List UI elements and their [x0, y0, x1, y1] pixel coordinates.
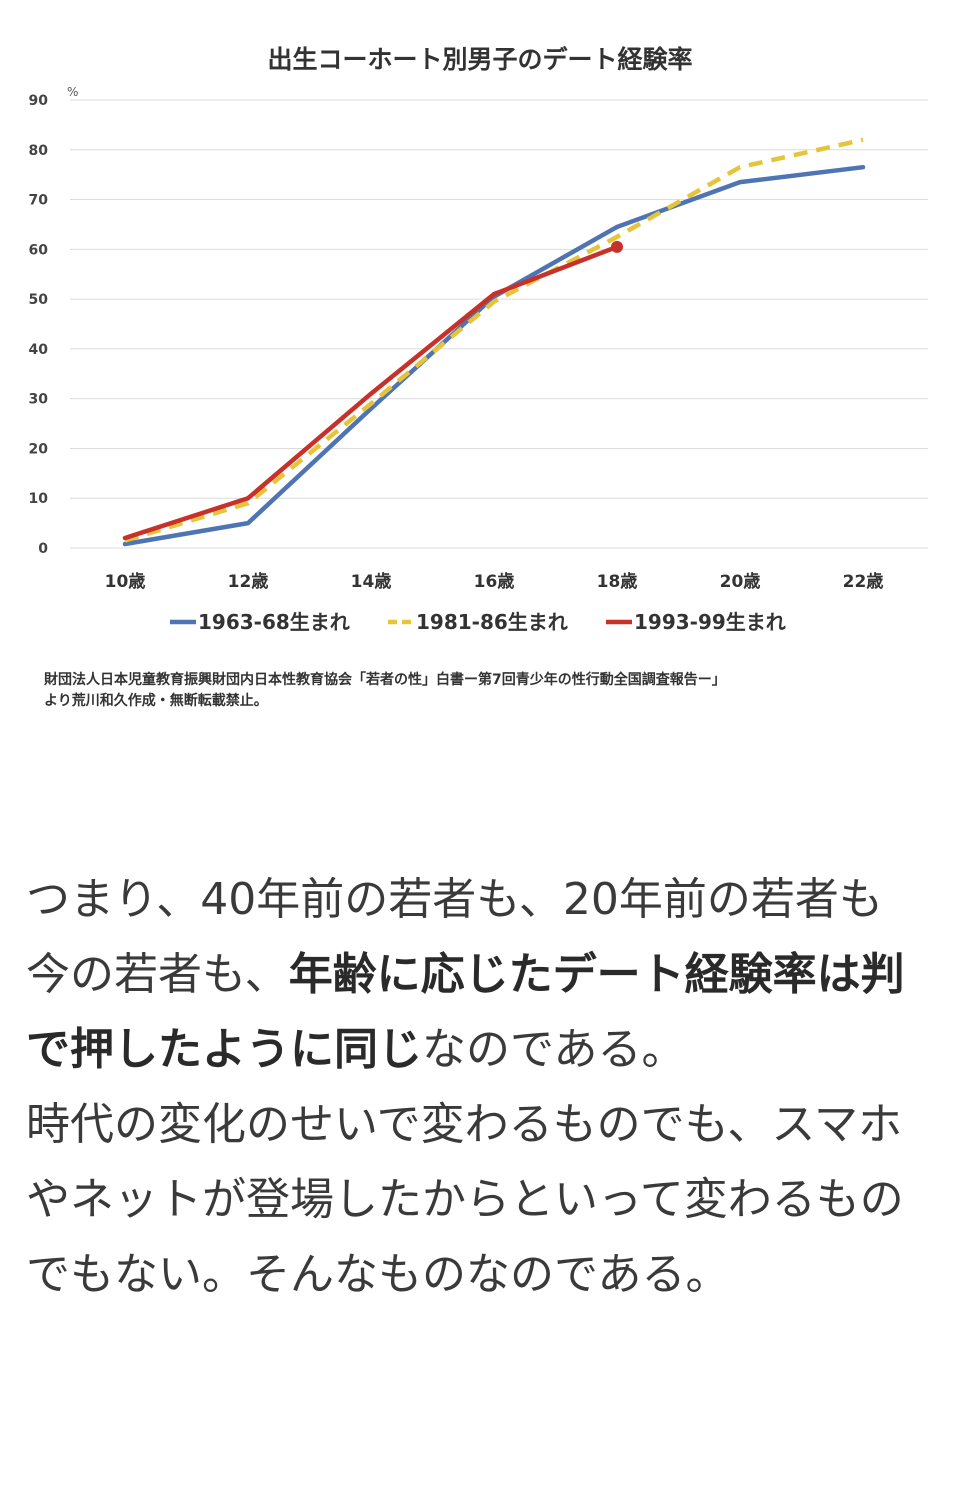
x-tick-label: 18歳: [597, 571, 638, 592]
chart-source-note: 財団法人日本児童教育振興財団内日本性教育協会「若者の性」白書ー第7回青少年の性行…: [44, 670, 934, 712]
y-tick-label: 0: [38, 541, 48, 557]
article-text: つまり、40年前の若者も、20年前の若者も今の若者も、: [26, 874, 883, 1000]
y-tick-label: 20: [29, 441, 49, 457]
series-line-3: [122, 244, 620, 541]
y-tick-label: 50: [29, 292, 49, 308]
x-tick-label: 22歳: [843, 571, 884, 592]
y-tick-label: 10: [29, 491, 49, 507]
source-line-1: 財団法人日本児童教育振興財団内日本性教育協会「若者の性」白書ー第7回青少年の性行…: [44, 672, 726, 688]
chart: 出生コーホート別男子のデート経験率 90 80 70 60 50 40 30 20 10 0% 10歳…: [29, 45, 928, 634]
y-tick-label: 70: [29, 193, 49, 209]
y-tick-label: 30: [29, 392, 49, 408]
article-text: なのである。: [422, 1024, 686, 1075]
legend-label: 1993-99生まれ: [634, 610, 786, 634]
x-tick-label: 20歳: [720, 571, 761, 592]
data-point: [611, 240, 623, 253]
legend-label: 1981-86生まれ: [416, 610, 568, 634]
y-tick-label: 80: [29, 143, 49, 159]
legend-label: 1963-68生まれ: [198, 610, 350, 634]
y-tick-label: 60: [29, 242, 49, 258]
article-paragraph-1: つまり、40年前の若者も、20年前の若者も今の若者も、年齢に応じたデート経験率は…: [26, 862, 926, 1087]
article-emphasis: 年齢に応じたデート経験率は判で押したように同じ: [26, 949, 905, 1075]
article-paragraph-2: 時代の変化のせいで変わるものでも、スマホやネットが登場したからといって変わるもの…: [26, 1099, 904, 1300]
x-tick-label: 10歳: [105, 571, 146, 592]
article-body: つまり、40年前の若者も、20年前の若者も今の若者も、年齢に応じたデート経験率は…: [26, 862, 926, 1312]
x-tick-label: 12歳: [228, 571, 269, 592]
source-line-2: より荒川和久作成・無断転載禁止。: [44, 693, 268, 709]
y-tick-label: 90: [29, 93, 49, 109]
chart-title: 出生コーホート別男子のデート経験率: [267, 45, 692, 74]
chart-figure: 出生コーホート別男子のデート経験率 90 80 70 60 50 40 30 20 10 0% 10歳…: [0, 0, 960, 730]
x-tick-label: 14歳: [351, 571, 392, 592]
y-tick-label: 40: [29, 342, 49, 358]
series-line-1: [122, 164, 866, 547]
x-tick-label: 16歳: [474, 571, 515, 592]
y-unit-label: %: [67, 85, 78, 99]
